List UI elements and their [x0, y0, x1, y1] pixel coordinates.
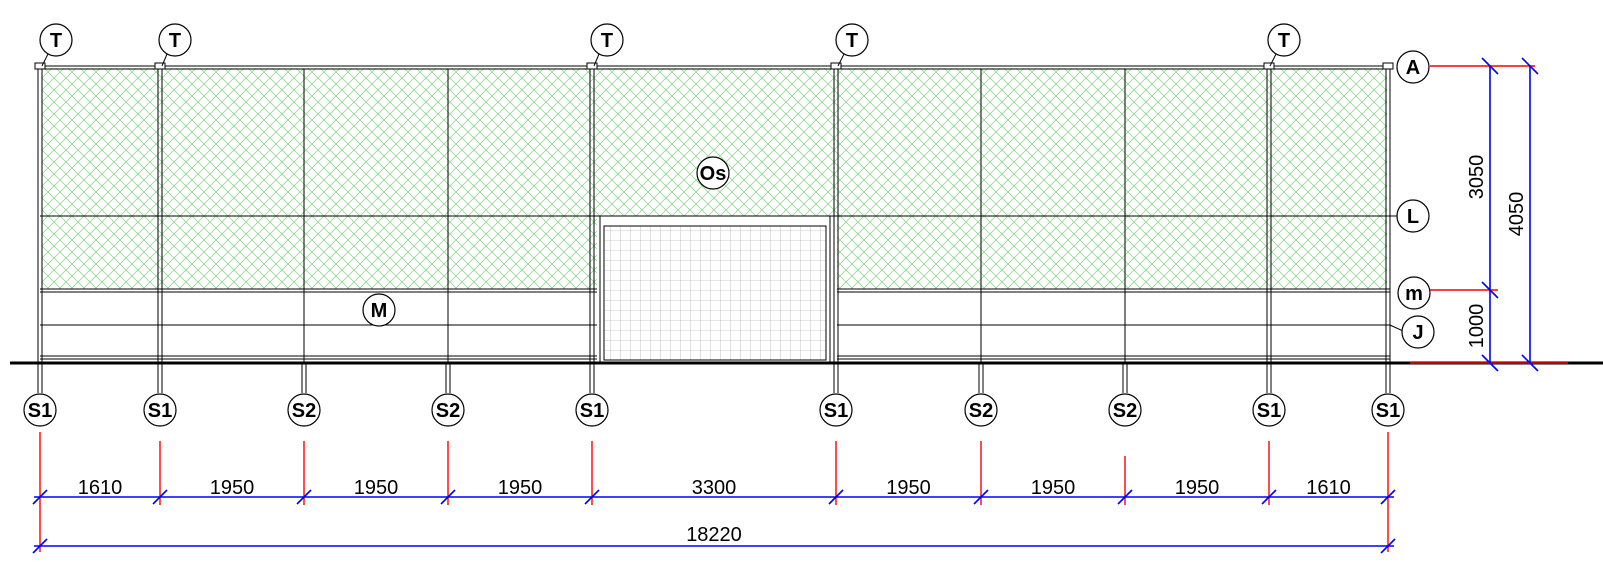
center-goal-grid — [603, 225, 827, 361]
horizontal-dimensions: 1610 1950 1950 1950 3300 1950 1950 1950 1610 1822… — [32, 432, 1396, 554]
bay-dimension: 3300 — [692, 477, 737, 499]
post-label: S2 — [1108, 393, 1142, 427]
dim-tick — [32, 538, 48, 554]
panel-label-os: Os — [696, 156, 730, 190]
svg-text:S1: S1 — [580, 400, 604, 422]
top-label-t: T — [158, 23, 192, 67]
post-cap — [586, 62, 598, 70]
bay-dimension: 1610 — [78, 477, 123, 499]
post-label: S1 — [819, 393, 853, 427]
svg-text:S2: S2 — [969, 400, 993, 422]
left-mesh-area — [42, 68, 597, 289]
post-cap — [154, 62, 166, 70]
svg-text:J: J — [1412, 322, 1423, 344]
post-label: S2 — [287, 393, 321, 427]
svg-text:T: T — [1278, 30, 1290, 52]
svg-text:T: T — [601, 30, 613, 52]
post-label: S1 — [1252, 393, 1286, 427]
post-label: S2 — [964, 393, 998, 427]
svg-text:A: A — [1406, 57, 1420, 79]
right-mesh-area — [837, 68, 1387, 289]
total-dimension: 18220 — [686, 524, 742, 546]
svg-text:S1: S1 — [28, 400, 52, 422]
bay-dimension: 1950 — [886, 477, 931, 499]
top-label-t: T — [590, 23, 624, 67]
post-label: S1 — [143, 393, 177, 427]
post-label: S1 — [23, 393, 57, 427]
svg-text:S1: S1 — [1257, 400, 1281, 422]
svg-text:T: T — [169, 30, 181, 52]
bay-dimension: 1950 — [1031, 477, 1076, 499]
svg-text:S1: S1 — [148, 400, 172, 422]
svg-text:T: T — [846, 30, 858, 52]
svg-text:T: T — [50, 30, 62, 52]
bay-dimension: 1950 — [498, 477, 543, 499]
post-cap — [1263, 62, 1275, 70]
dim-vertical-upper: 3050 — [1466, 155, 1488, 200]
svg-text:Os: Os — [700, 163, 727, 185]
bay-dimension: 1950 — [1175, 477, 1220, 499]
svg-text:S2: S2 — [1113, 400, 1137, 422]
post-caps — [34, 62, 1394, 70]
dim-tick — [1380, 538, 1396, 554]
side-label-l: L — [1390, 199, 1430, 233]
side-label-m: m — [1397, 276, 1431, 310]
svg-text:S2: S2 — [436, 400, 460, 422]
post-label: S1 — [575, 393, 609, 427]
post-cap — [34, 62, 46, 70]
center-upper-mesh-area — [597, 68, 837, 216]
post-cap — [830, 62, 842, 70]
dim-vertical-lower: 1000 — [1466, 304, 1488, 349]
top-label-t: T — [835, 23, 869, 67]
svg-text:S2: S2 — [292, 400, 316, 422]
top-label-t: T — [1267, 23, 1301, 67]
bay-dimension: 1950 — [354, 477, 399, 499]
post-label: S1 — [1371, 393, 1405, 427]
svg-text:L: L — [1407, 206, 1419, 228]
bay-dimension: 1610 — [1306, 477, 1351, 499]
side-label-a: A — [1396, 50, 1430, 84]
svg-text:M: M — [371, 300, 388, 322]
svg-text:S1: S1 — [1376, 400, 1400, 422]
post-labels: S1 S1 S2 S2 S1 S1 S2 S2 S1 S1 — [23, 393, 1405, 427]
fence-frame — [40, 65, 1390, 360]
top-label-t: T — [39, 23, 73, 67]
board-label-m: M — [362, 293, 396, 327]
fence-posts — [37, 66, 1391, 393]
svg-text:S1: S1 — [824, 400, 848, 422]
svg-text:m: m — [1405, 283, 1423, 305]
vertical-dimensions: 3050 1000 4050 — [1410, 57, 1568, 372]
post-label: S2 — [431, 393, 465, 427]
side-label-j: J — [1389, 315, 1435, 349]
post-cap — [1382, 62, 1394, 70]
bay-dimension: 1950 — [210, 477, 255, 499]
dim-vertical-total: 4050 — [1506, 192, 1528, 237]
